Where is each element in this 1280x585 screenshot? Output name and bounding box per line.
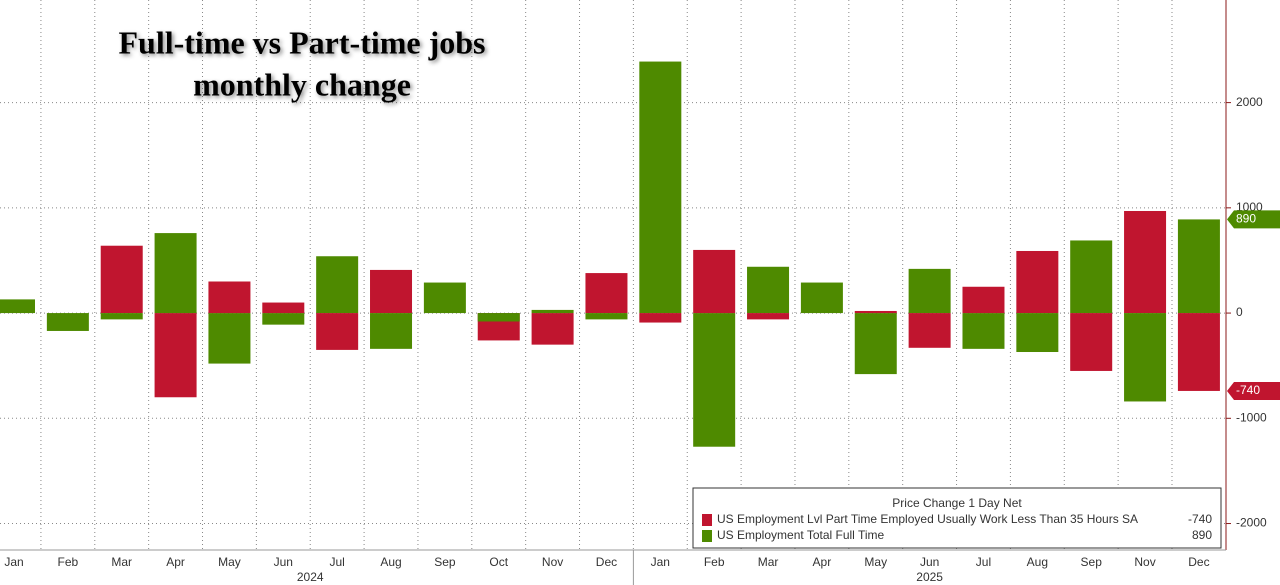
y-tick-label: 0 [1236, 305, 1243, 319]
x-tick-label: Nov [542, 555, 563, 569]
bar [0, 299, 35, 314]
x-tick-label: May [218, 555, 241, 569]
bar [639, 61, 682, 314]
x-group-label: 2025 [916, 570, 943, 584]
x-tick-label: Aug [1027, 555, 1048, 569]
legend: Price Change 1 Day Net US Employment Lvl… [692, 487, 1222, 549]
bar [100, 313, 143, 320]
y-tick-label: -2000 [1236, 516, 1267, 530]
x-tick-label: Jul [976, 555, 991, 569]
bar [962, 286, 1005, 314]
y-tick-label: -1000 [1236, 410, 1267, 424]
x-tick-label: Jun [920, 555, 939, 569]
bar [531, 313, 574, 345]
bar [208, 281, 251, 314]
bar [639, 313, 682, 323]
legend-box [692, 487, 1222, 549]
value-tag-label: -740 [1236, 383, 1260, 397]
bar [208, 313, 251, 364]
bar [1177, 219, 1220, 314]
x-tick-label: Apr [166, 555, 185, 569]
bar [854, 313, 897, 375]
bar [585, 313, 628, 320]
bar [962, 313, 1005, 349]
bar [100, 245, 143, 314]
bar [262, 302, 305, 314]
bar [262, 313, 305, 325]
bar [854, 310, 897, 314]
chart-title: monthly change [193, 66, 411, 102]
bar [370, 269, 413, 314]
x-tick-label: Jan [651, 555, 670, 569]
bar [1016, 313, 1059, 353]
bar [693, 313, 736, 447]
bar [370, 313, 413, 349]
bar [1124, 313, 1167, 402]
bar [908, 268, 951, 314]
x-tick-label: Apr [813, 555, 832, 569]
bar [477, 313, 520, 322]
bar [46, 313, 89, 331]
legend-label: US Employment Lvl Part Time Employed Usu… [717, 512, 1138, 526]
x-tick-label: Sep [434, 555, 456, 569]
x-tick-label: Sep [1081, 555, 1103, 569]
y-tick-label: 2000 [1236, 95, 1263, 109]
bar [154, 233, 197, 314]
bar [693, 249, 736, 314]
x-tick-label: Mar [111, 555, 132, 569]
x-tick-label: Aug [380, 555, 401, 569]
bar [908, 313, 951, 348]
bar [316, 313, 359, 350]
bar [800, 282, 843, 314]
bar [423, 282, 466, 314]
x-tick-label: Nov [1134, 555, 1155, 569]
x-tick-label: Feb [704, 555, 725, 569]
legend-value: 890 [1192, 528, 1212, 542]
bar [531, 309, 574, 314]
bar [1016, 250, 1059, 314]
bar [154, 313, 197, 398]
value-tag-label: 890 [1236, 212, 1256, 226]
x-tick-label: May [864, 555, 887, 569]
bar [316, 256, 359, 314]
bar [585, 273, 628, 314]
x-tick-label: Mar [758, 555, 779, 569]
x-tick-label: Jul [329, 555, 344, 569]
bar [747, 266, 790, 314]
x-group-label: 2024 [297, 570, 324, 584]
legend-value: -740 [1188, 512, 1212, 526]
value-tag [1227, 381, 1280, 400]
legend-label: US Employment Total Full Time [717, 528, 884, 542]
x-tick-label: Oct [489, 555, 508, 569]
x-tick-label: Jan [4, 555, 23, 569]
bar [1070, 313, 1113, 371]
chart-title: Full-time vs Part-time jobs [118, 24, 485, 60]
bar [1124, 210, 1167, 314]
value-tag [1227, 210, 1280, 229]
x-tick-label: Jun [274, 555, 293, 569]
legend-swatch [702, 514, 712, 526]
bar [1177, 313, 1220, 391]
x-tick-label: Feb [58, 555, 79, 569]
x-tick-label: Dec [596, 555, 617, 569]
legend-title: Price Change 1 Day Net [892, 496, 1022, 510]
bar [747, 313, 790, 320]
bars [0, 61, 1220, 447]
legend-swatch [702, 530, 712, 542]
bar [1070, 240, 1113, 314]
x-tick-label: Dec [1188, 555, 1209, 569]
